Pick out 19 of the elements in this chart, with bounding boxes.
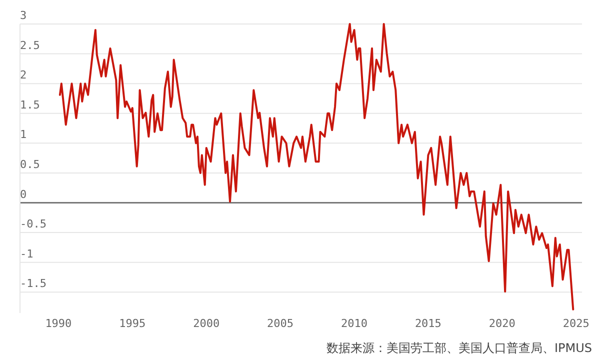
x-tick-label: 2015 — [414, 317, 442, 330]
y-tick-label: 1 — [20, 128, 27, 142]
x-tick-label: 2025 — [562, 317, 590, 330]
y-tick-label: 0.5 — [20, 158, 40, 171]
y-tick-label: 2.5 — [20, 38, 40, 52]
source-note: 数据来源：美国劳工部、美国人口普查局、IPMUS — [326, 341, 592, 355]
x-tick-label: 2020 — [488, 317, 516, 330]
x-tick-label: 2000 — [193, 317, 220, 330]
y-tick-label: -0.5 — [20, 218, 46, 231]
y-tick-label: 0 — [20, 188, 27, 201]
y-tick-label: 2 — [20, 68, 27, 82]
y-tick-label: -1.5 — [20, 277, 46, 290]
x-tick-label: 1990 — [45, 317, 72, 330]
x-tick-label: 2005 — [267, 317, 294, 330]
x-tick-label: 1995 — [119, 317, 146, 330]
y-tick-label: 3 — [20, 9, 27, 22]
y-tick-label: 1.5 — [20, 98, 40, 112]
x-tick-label: 2010 — [340, 317, 368, 330]
y-tick-label: -1 — [20, 247, 34, 260]
